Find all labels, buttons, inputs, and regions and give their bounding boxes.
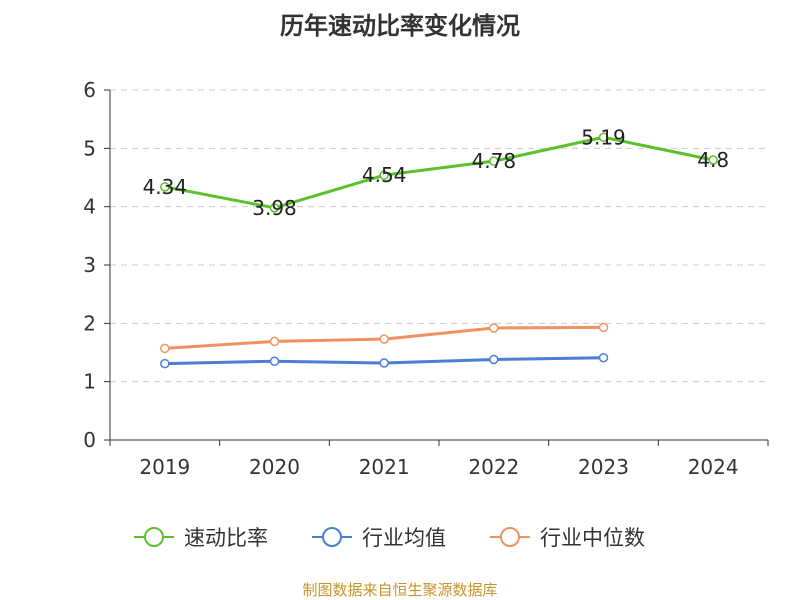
data-point	[380, 335, 388, 343]
x-tick-label: 2023	[578, 455, 629, 479]
y-tick-label: 2	[83, 311, 96, 335]
legend-label: 行业中位数	[540, 526, 645, 550]
x-tick-label: 2021	[359, 455, 410, 479]
source-note: 制图数据来自恒生聚源数据库	[0, 579, 800, 600]
y-tick-label: 3	[83, 253, 96, 277]
data-point	[271, 337, 279, 345]
data-point	[380, 359, 388, 367]
data-label: 4.8	[697, 148, 729, 172]
x-tick-label: 2022	[468, 455, 519, 479]
line-chart: 0 1 2 3 4 5 6 2019 2020 2021 2022 2023 2024 4.34 3.98 4…	[0, 0, 800, 600]
legend-marker	[323, 528, 341, 546]
data-label: 4.78	[472, 149, 517, 173]
data-point	[161, 344, 169, 352]
data-point	[600, 354, 608, 362]
y-tick-label: 1	[83, 370, 96, 394]
data-point	[490, 356, 498, 364]
legend-label: 速动比率	[184, 526, 268, 550]
data-label: 3.98	[252, 196, 297, 220]
y-tick-label: 6	[83, 78, 96, 102]
y-tick-label: 5	[83, 136, 96, 160]
legend-label: 行业均值	[362, 526, 446, 550]
x-tick-label: 2019	[139, 455, 190, 479]
y-tick-label: 0	[83, 428, 96, 452]
data-point	[161, 360, 169, 368]
data-label: 4.54	[362, 163, 407, 187]
legend-marker	[145, 528, 163, 546]
x-tick-label: 2024	[688, 455, 739, 479]
legend-marker	[501, 528, 519, 546]
y-tick-label: 4	[83, 195, 96, 219]
x-tick-label: 2020	[249, 455, 300, 479]
data-point	[600, 323, 608, 331]
data-point	[271, 357, 279, 365]
data-label: 4.34	[143, 175, 188, 199]
data-label: 5.19	[581, 125, 626, 149]
data-point	[490, 324, 498, 332]
